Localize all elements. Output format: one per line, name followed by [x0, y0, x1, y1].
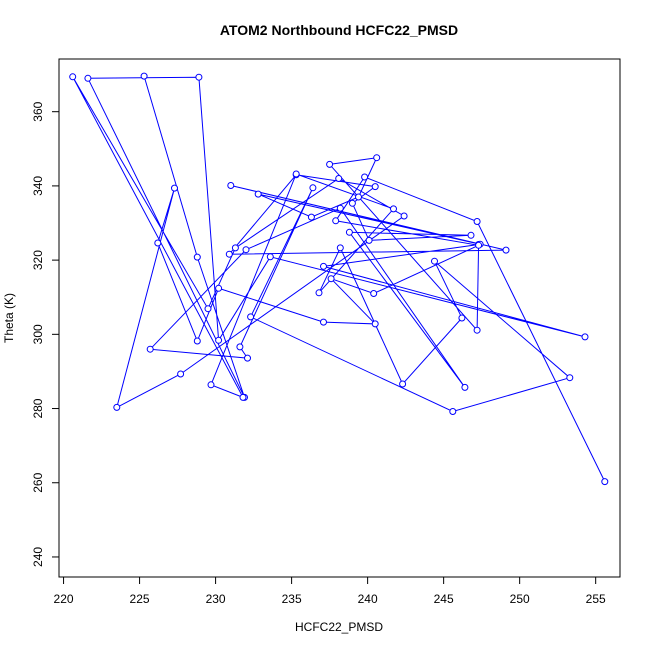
- data-point: [236, 343, 244, 351]
- data-point: [473, 326, 481, 334]
- data-point: [242, 246, 250, 254]
- data-point: [400, 212, 408, 220]
- x-tick-label: 240: [358, 592, 378, 606]
- data-point: [431, 257, 438, 265]
- data-point: [84, 74, 92, 82]
- data-point: [361, 173, 369, 181]
- data-point: [320, 262, 327, 270]
- data-point: [371, 320, 379, 328]
- y-axis-label: Theta (K): [2, 293, 16, 343]
- data-point: [193, 337, 201, 345]
- data-point: [371, 183, 379, 191]
- y-tick-label: 300: [31, 324, 45, 344]
- x-axis: 220 225 230 235 240 245 250 255: [54, 576, 606, 606]
- data-point: [244, 354, 251, 362]
- data-point: [335, 175, 343, 182]
- data-point: [370, 290, 378, 297]
- data-point: [320, 318, 327, 326]
- data-point: [390, 205, 397, 213]
- data-point: [146, 345, 154, 353]
- data-point: [254, 190, 262, 198]
- plot-area: [58, 58, 621, 578]
- data-point: [231, 244, 239, 252]
- series-layer: [69, 72, 609, 486]
- data-point: [475, 241, 483, 249]
- data-point: [247, 313, 255, 321]
- data-point: [113, 403, 121, 411]
- data-point: [373, 154, 381, 162]
- data-point: [225, 250, 233, 258]
- data-point: [365, 236, 373, 244]
- data-point: [502, 246, 510, 254]
- y-tick-label: 340: [31, 176, 45, 196]
- data-point: [332, 217, 340, 225]
- data-point: [399, 380, 407, 388]
- y-tick-label: 320: [31, 250, 45, 270]
- data-point: [336, 204, 344, 212]
- data-point: [195, 73, 203, 81]
- y-tick-label: 280: [31, 398, 45, 418]
- data-point: [345, 228, 353, 236]
- data-point: [239, 393, 247, 401]
- x-tick-label: 245: [434, 592, 454, 606]
- data-point: [467, 231, 475, 239]
- data-point: [204, 305, 212, 313]
- data-point: [307, 213, 315, 221]
- data-point: [355, 193, 362, 201]
- data-point: [461, 383, 469, 391]
- data-point: [326, 160, 334, 168]
- x-tick-label: 230: [206, 592, 226, 606]
- data-point: [458, 314, 466, 322]
- data-point: [348, 199, 356, 207]
- data-point: [327, 275, 335, 283]
- x-tick-label: 235: [282, 592, 302, 606]
- series-line: [72, 75, 606, 482]
- y-axis: 240 260 280 300 320 340 360: [31, 101, 60, 567]
- x-tick-label: 225: [130, 592, 150, 606]
- data-point: [266, 253, 274, 261]
- data-point: [566, 374, 574, 382]
- data-point: [154, 239, 162, 247]
- data-point: [193, 253, 201, 261]
- data-point: [292, 170, 300, 178]
- x-tick-label: 220: [54, 592, 74, 606]
- data-point: [473, 218, 481, 225]
- data-point: [601, 478, 609, 486]
- chart-title: ATOM2 Northbound HCFC22_PMSD: [220, 22, 458, 38]
- y-tick-label: 240: [31, 547, 45, 567]
- data-point: [69, 73, 77, 81]
- data-point: [207, 381, 215, 389]
- data-point: [336, 244, 344, 252]
- data-point: [215, 284, 223, 292]
- x-tick-label: 250: [510, 592, 530, 606]
- data-point: [449, 408, 457, 415]
- data-point: [171, 184, 178, 192]
- x-axis-label: HCFC22_PMSD: [295, 620, 383, 634]
- data-point: [315, 289, 323, 297]
- y-tick-label: 260: [31, 472, 45, 492]
- data-point: [309, 184, 317, 192]
- data-point: [227, 182, 235, 189]
- data-point: [215, 336, 223, 344]
- data-point: [140, 72, 148, 80]
- y-tick-label: 360: [31, 101, 45, 121]
- data-point: [177, 370, 185, 378]
- data-point: [581, 333, 589, 341]
- x-tick-label: 255: [586, 592, 606, 606]
